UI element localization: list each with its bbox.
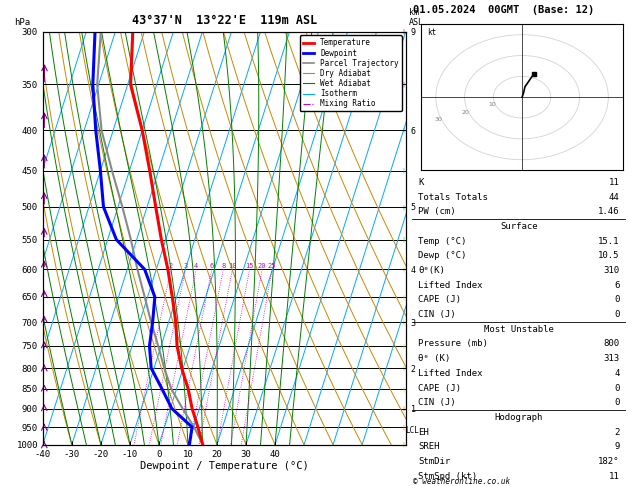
Text: 10: 10 <box>228 263 237 269</box>
Text: Hodograph: Hodograph <box>495 413 543 422</box>
Text: 4: 4 <box>194 263 198 269</box>
Text: |: | <box>403 168 404 174</box>
Text: Surface: Surface <box>500 222 538 231</box>
Text: StmDir: StmDir <box>418 457 450 466</box>
Text: Lifted Index: Lifted Index <box>418 369 483 378</box>
Text: 30: 30 <box>434 117 442 122</box>
Text: PW (cm): PW (cm) <box>418 207 456 216</box>
Text: Most Unstable: Most Unstable <box>484 325 554 334</box>
Text: 15.1: 15.1 <box>598 237 620 245</box>
Text: K: K <box>418 178 424 187</box>
Text: 8: 8 <box>221 263 225 269</box>
Text: θᵉ(K): θᵉ(K) <box>418 266 445 275</box>
Text: 2: 2 <box>614 428 620 436</box>
Text: kt: kt <box>427 28 437 37</box>
Text: 800: 800 <box>603 339 620 348</box>
Text: 182°: 182° <box>598 457 620 466</box>
Text: 4: 4 <box>614 369 620 378</box>
Text: Dewp (°C): Dewp (°C) <box>418 251 467 260</box>
Text: 313: 313 <box>603 354 620 363</box>
Text: 6: 6 <box>209 263 214 269</box>
Text: 25: 25 <box>268 263 276 269</box>
Text: |: | <box>403 406 404 411</box>
Text: |: | <box>403 343 404 349</box>
Text: SREH: SREH <box>418 442 440 451</box>
Text: StmSpd (kt): StmSpd (kt) <box>418 472 477 481</box>
Text: 10.5: 10.5 <box>598 251 620 260</box>
Text: 1.46: 1.46 <box>598 207 620 216</box>
Text: Pressure (mb): Pressure (mb) <box>418 339 488 348</box>
Text: 0: 0 <box>614 295 620 304</box>
Text: 10: 10 <box>488 103 496 107</box>
Text: |: | <box>403 365 404 371</box>
Text: 20: 20 <box>258 263 266 269</box>
Text: |: | <box>403 267 404 272</box>
Text: θᵉ (K): θᵉ (K) <box>418 354 450 363</box>
Text: 310: 310 <box>603 266 620 275</box>
Text: 0: 0 <box>614 398 620 407</box>
Text: CIN (J): CIN (J) <box>418 398 456 407</box>
Text: 11: 11 <box>609 178 620 187</box>
Text: |: | <box>403 127 404 133</box>
Text: 44: 44 <box>609 192 620 202</box>
Text: |: | <box>403 442 404 448</box>
Text: |: | <box>403 294 404 300</box>
Text: 15: 15 <box>245 263 253 269</box>
Legend: Temperature, Dewpoint, Parcel Trajectory, Dry Adiabat, Wet Adiabat, Isotherm, Mi: Temperature, Dewpoint, Parcel Trajectory… <box>299 35 402 111</box>
Text: km
ASL: km ASL <box>409 8 425 27</box>
Text: LCL: LCL <box>406 426 420 435</box>
Text: CAPE (J): CAPE (J) <box>418 383 462 393</box>
Text: |: | <box>403 320 404 325</box>
Text: 0: 0 <box>614 383 620 393</box>
Text: hPa: hPa <box>14 18 30 27</box>
Text: 6: 6 <box>614 281 620 290</box>
Text: 11: 11 <box>609 472 620 481</box>
Text: CIN (J): CIN (J) <box>418 310 456 319</box>
Text: |: | <box>403 82 404 87</box>
Text: 0: 0 <box>614 310 620 319</box>
Text: Lifted Index: Lifted Index <box>418 281 483 290</box>
Text: 3: 3 <box>183 263 187 269</box>
Text: 01.05.2024  00GMT  (Base: 12): 01.05.2024 00GMT (Base: 12) <box>413 5 594 15</box>
Text: 20: 20 <box>461 109 469 115</box>
Text: |: | <box>403 204 404 209</box>
Text: |: | <box>403 29 404 35</box>
Text: Temp (°C): Temp (°C) <box>418 237 467 245</box>
Text: |: | <box>403 424 404 430</box>
Text: CAPE (J): CAPE (J) <box>418 295 462 304</box>
Text: |: | <box>403 386 404 392</box>
Text: Totals Totals: Totals Totals <box>418 192 488 202</box>
Text: 9: 9 <box>614 442 620 451</box>
Text: © weatheronline.co.uk: © weatheronline.co.uk <box>413 477 510 486</box>
X-axis label: Dewpoint / Temperature (°C): Dewpoint / Temperature (°C) <box>140 461 309 471</box>
Text: |: | <box>403 237 404 243</box>
Text: EH: EH <box>418 428 429 436</box>
Text: 2: 2 <box>169 263 173 269</box>
Text: 43°37'N  13°22'E  119m ASL: 43°37'N 13°22'E 119m ASL <box>131 14 317 27</box>
